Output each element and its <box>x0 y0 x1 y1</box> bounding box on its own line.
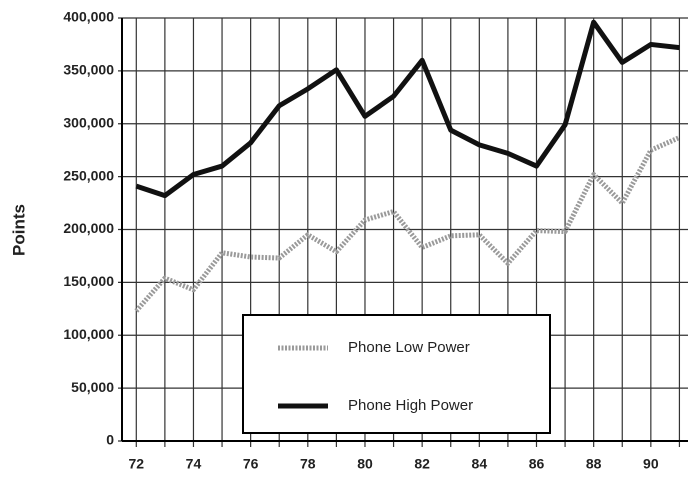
y-tick-label: 150,000 <box>63 273 114 289</box>
legend-box <box>242 314 551 434</box>
data-line <box>135 19 680 199</box>
x-tick-label: 84 <box>472 456 488 472</box>
x-tick-label: 78 <box>300 456 316 472</box>
x-tick-label: 88 <box>586 456 602 472</box>
y-tick-label: 350,000 <box>63 62 114 78</box>
x-tick-label: 90 <box>643 456 659 472</box>
y-tick-label: 0 <box>106 432 114 448</box>
y-axis-label: Points <box>9 204 28 256</box>
x-tick-label: 82 <box>414 456 430 472</box>
y-tick-label: 300,000 <box>63 114 114 130</box>
x-tick-label: 86 <box>529 456 545 472</box>
x-tick-label: 74 <box>186 456 202 472</box>
legend-label: Phone High Power <box>348 397 473 414</box>
y-tick-label: 400,000 <box>63 9 114 25</box>
x-tick-label: 72 <box>129 456 145 472</box>
y-tick-label: 250,000 <box>63 167 114 183</box>
y-tick-label: 50,000 <box>71 379 114 395</box>
y-tick-label: 200,000 <box>63 220 114 236</box>
x-tick-label: 76 <box>243 456 259 472</box>
legend-label: Phone Low Power <box>348 339 470 356</box>
data-line <box>134 135 681 313</box>
y-tick-label: 100,000 <box>63 326 114 342</box>
x-tick-label: 80 <box>357 456 373 472</box>
